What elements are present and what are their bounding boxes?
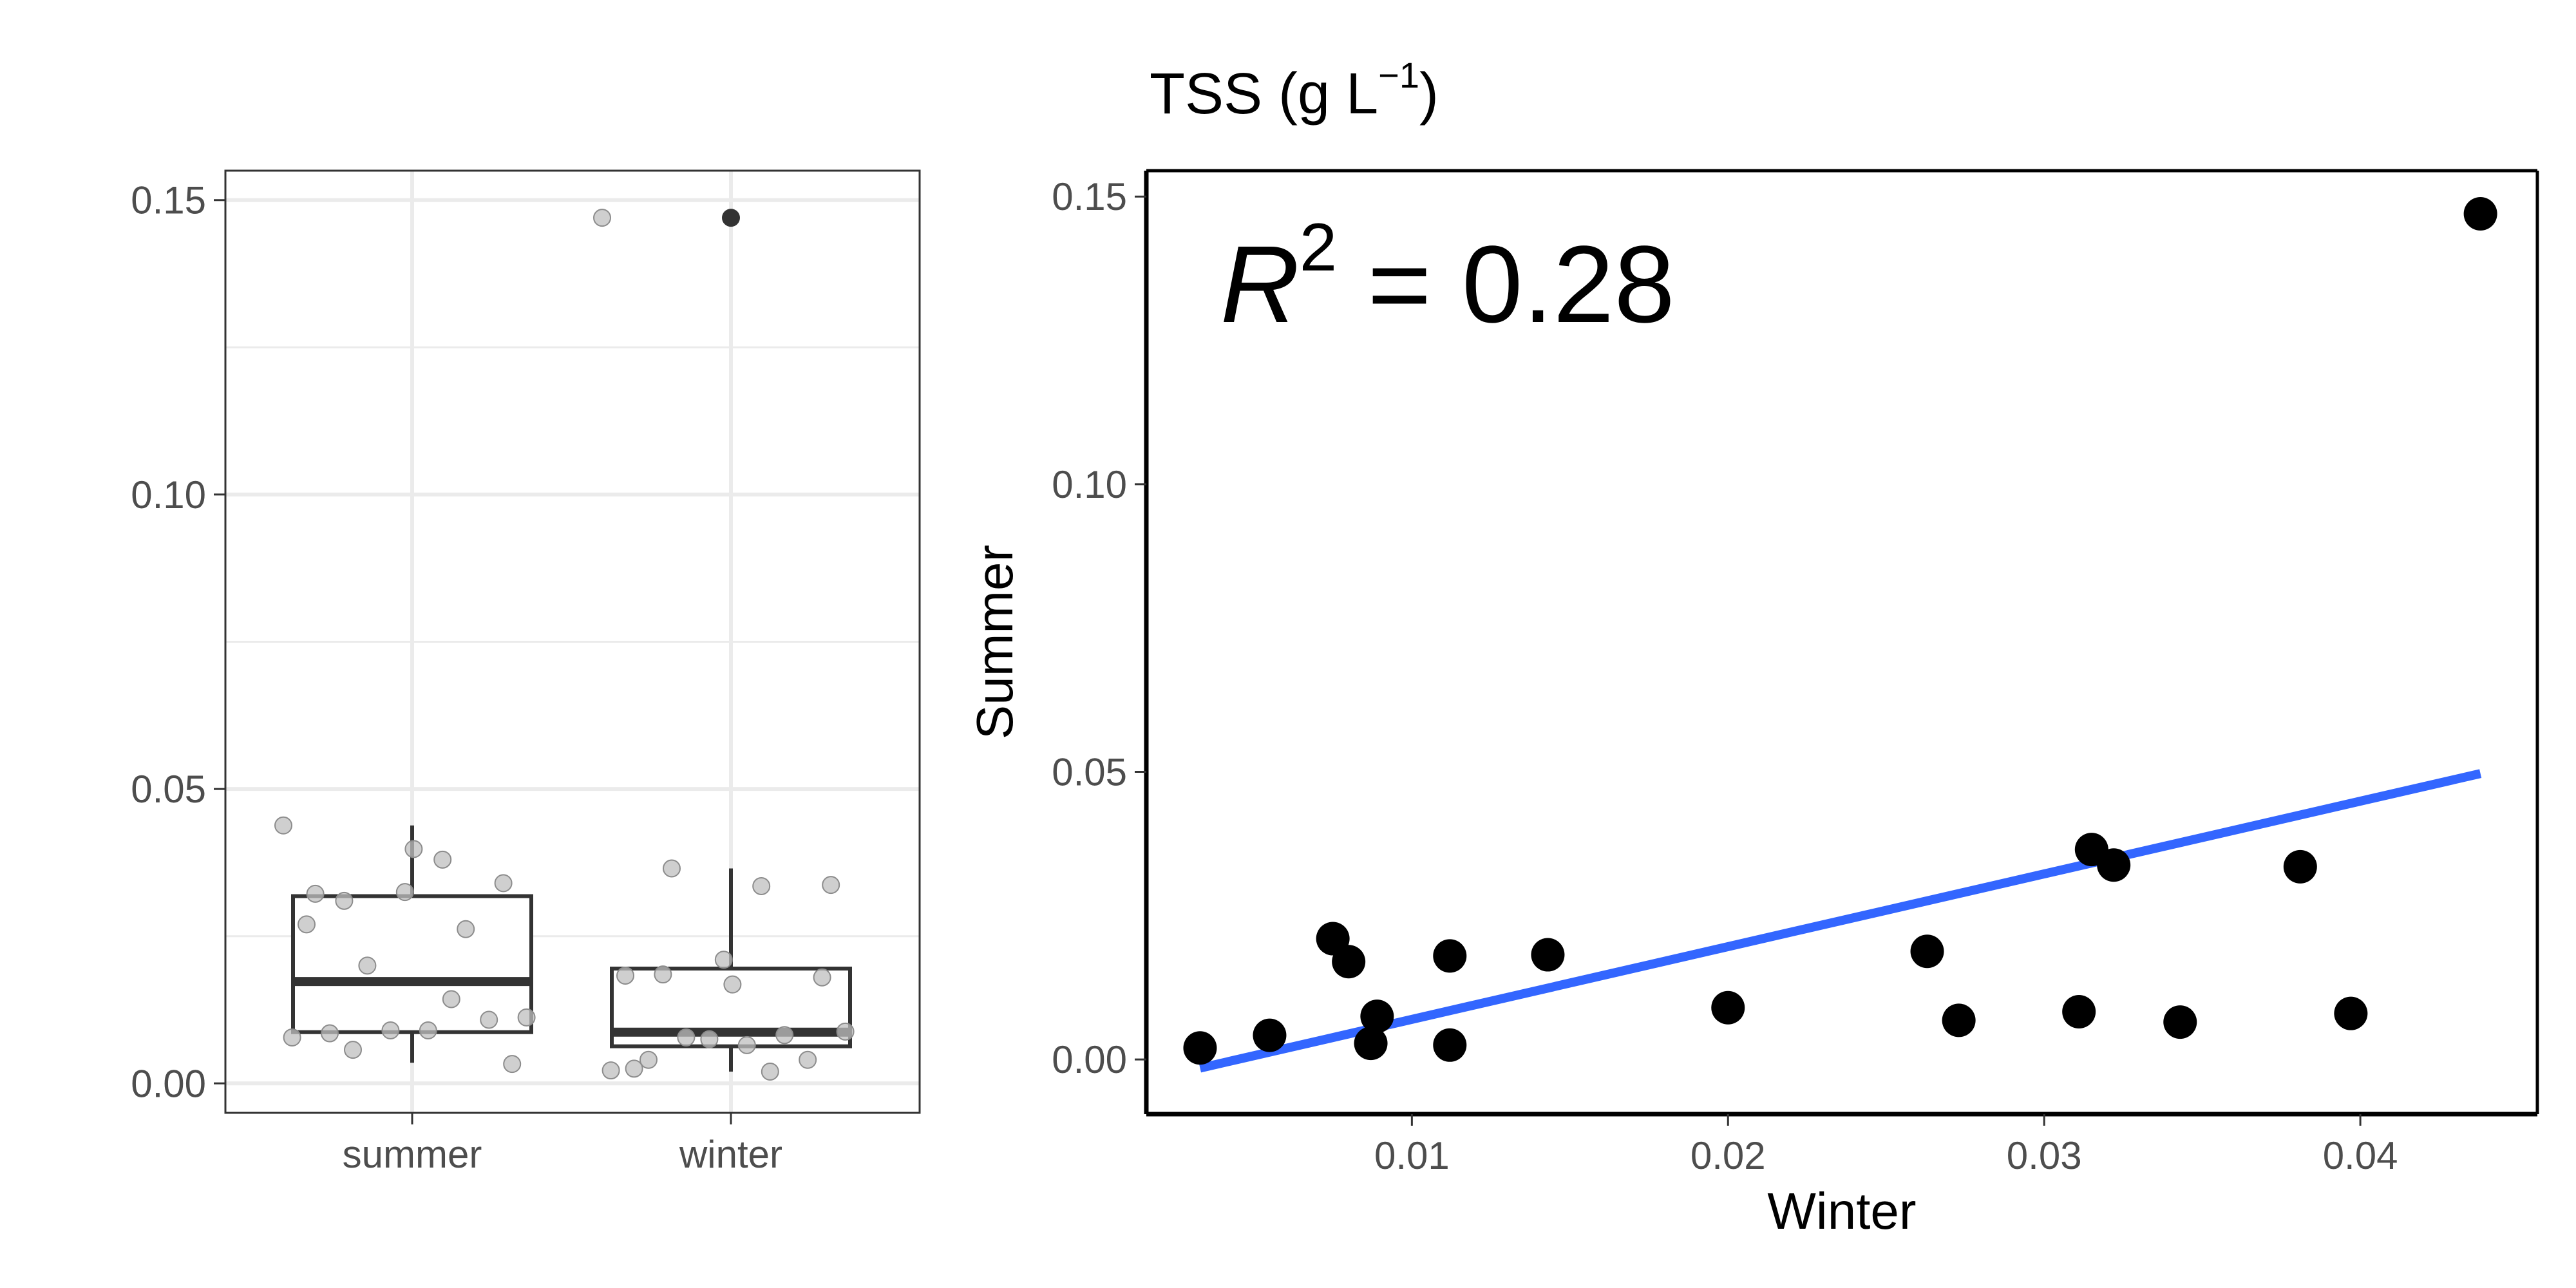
boxplot-jitter-point: [625, 1059, 643, 1078]
boxplot-jitter-point: [654, 965, 672, 984]
boxplot-jitter-point: [593, 209, 611, 227]
boxplot-jitter-point: [775, 1026, 794, 1045]
boxplot-jitter-point: [723, 975, 742, 994]
boxplot-jitter-point: [480, 1010, 498, 1029]
boxplot-outlier: [722, 209, 740, 227]
scatter-point: [1942, 1003, 1976, 1037]
scatter-point: [1253, 1018, 1287, 1052]
scatter-x-tick-label: 0.02: [1690, 1134, 1766, 1177]
boxplot-y-tick-label: 0.00: [131, 1062, 206, 1105]
figure-title: TSS (g L−1): [1150, 55, 1439, 126]
boxplot-jitter-point: [306, 884, 325, 903]
boxplot-jitter-point: [616, 966, 634, 985]
boxplot-jitter-point: [457, 920, 475, 938]
scatter-point: [1360, 999, 1394, 1034]
boxplot-jitter-point: [799, 1050, 817, 1069]
scatter-point: [1183, 1031, 1217, 1065]
boxplot-x-axis: summer winter: [343, 1113, 782, 1176]
boxplot-jitter-point: [404, 840, 423, 858]
scatter-point: [2283, 849, 2317, 884]
boxplot-panel-border: [224, 169, 921, 1114]
figure-title-main: TSS (g L: [1150, 62, 1378, 126]
boxplot-jitter-point: [321, 1024, 339, 1043]
scatter-y-tick-label: 0.00: [1052, 1038, 1127, 1081]
boxplot-x-tick-label: summer: [343, 1133, 482, 1176]
boxplot-jitter-point: [714, 951, 733, 969]
boxplot-jitter-point: [836, 1022, 855, 1041]
boxplot-jitter-point: [274, 816, 292, 835]
scatter-fit-line-group: [1198, 769, 2482, 1073]
scatter-y-axis-title: Summer: [966, 545, 1023, 739]
scatter-point: [1711, 990, 1745, 1025]
scatter-x-axis-title: Winter: [1767, 1182, 1916, 1240]
scatter-x-tick-label: 0.03: [2007, 1134, 2082, 1177]
boxplot-jitter-point: [298, 915, 316, 934]
scatter-point: [1332, 945, 1366, 979]
boxplot-jitter-point: [335, 891, 354, 910]
scatter-y-tick-label: 0.10: [1052, 463, 1127, 506]
boxplot-jitter-point: [677, 1028, 696, 1046]
boxplot-jitter-point: [822, 876, 840, 895]
boxplot-jitter-point: [601, 1061, 620, 1080]
boxplot-boxes: [291, 209, 852, 1072]
boxplot-jitter-points: [274, 209, 855, 1081]
scatter-points: [1183, 196, 2497, 1065]
boxplot-jitter-point: [517, 1008, 536, 1027]
boxplot-jitter-point: [700, 1030, 719, 1048]
boxplot-jitter-point: [283, 1028, 301, 1046]
boxplot-y-tick-label: 0.05: [131, 768, 206, 811]
scatter-x-axis: 0.01 0.02 0.03 0.04: [1374, 1114, 2398, 1177]
boxplot-jitter-point: [737, 1036, 756, 1054]
boxplot-x-tick-label: winter: [679, 1133, 782, 1176]
boxplot-jitter-point: [494, 874, 513, 893]
scatter-y-tick-label: 0.15: [1052, 175, 1127, 218]
scatter-point: [2097, 848, 2131, 882]
scatter-point: [1531, 938, 1565, 972]
scatter-y-tick-label: 0.05: [1052, 750, 1127, 793]
scatter-point: [1433, 1028, 1467, 1062]
scatter-y-axis: 0.00 0.05 0.10 0.15: [1052, 175, 1146, 1081]
boxplot-jitter-point: [419, 1021, 437, 1039]
r-squared-value: = 0.28: [1337, 223, 1675, 346]
scatter-panel-border: [1144, 169, 2539, 1117]
regression-line: [1198, 769, 2482, 1073]
scatter-point: [2334, 996, 2368, 1030]
boxplot-jitter-point: [358, 956, 377, 975]
scatter-point: [2062, 994, 2096, 1028]
boxplot-jitter-point: [381, 1021, 400, 1039]
boxplot-jitter-point: [639, 1050, 658, 1069]
boxplot-jitter-point: [395, 883, 414, 902]
scatter-panel: 0.00 0.05 0.10 0.15 0.01 0.02 0.03 0.04 R2 = 0…: [966, 169, 2539, 1240]
boxplot-jitter-point: [503, 1055, 522, 1074]
figure-title-sup: −1: [1378, 55, 1419, 95]
boxplot-y-tick-label: 0.10: [131, 473, 206, 516]
scatter-x-tick-label: 0.01: [1374, 1134, 1450, 1177]
boxplot-y-axis: 0.00 0.05 0.10 0.15: [131, 179, 225, 1105]
scatter-point: [1354, 1027, 1388, 1061]
boxplot-panel: 0.00 0.05 0.10 0.15 summer winter: [131, 169, 921, 1176]
scatter-point: [2463, 196, 2497, 231]
scatter-point: [1433, 939, 1467, 973]
boxplot-y-tick-label: 0.15: [131, 179, 206, 222]
scatter-point: [2163, 1005, 2197, 1039]
r-squared-sup: 2: [1300, 210, 1337, 285]
boxplot-box-summer: [291, 894, 533, 1034]
boxplot-jitter-point: [442, 990, 460, 1009]
scatter-point: [1910, 934, 1944, 969]
r-squared-symbol: R: [1220, 223, 1300, 346]
boxplot-jitter-point: [752, 876, 771, 895]
boxplot-jitter-point: [813, 968, 831, 987]
boxplot-jitter-point: [761, 1062, 779, 1081]
boxplot-jitter-point: [663, 859, 681, 878]
scatter-x-tick-label: 0.04: [2323, 1134, 2398, 1177]
boxplot-jitter-point: [344, 1041, 362, 1059]
figure-title-close: ): [1419, 62, 1439, 126]
boxplot-jitter-point: [433, 850, 452, 869]
r-squared-annotation: R2 = 0.28: [1220, 210, 1675, 346]
